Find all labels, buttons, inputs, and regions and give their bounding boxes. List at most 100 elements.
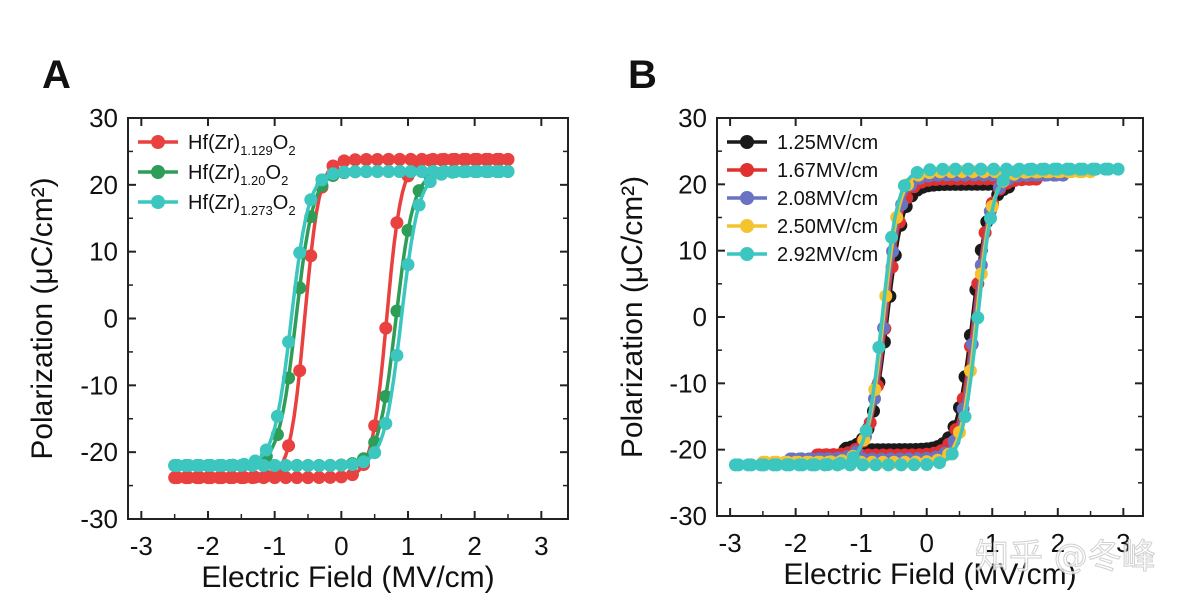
y-tick-label: -30 (669, 501, 707, 531)
panel-label: A (42, 53, 71, 97)
legend-label: Hf(Zr)1.20O2 (188, 162, 288, 188)
data-point (248, 470, 262, 484)
y-tick-label: -30 (80, 504, 118, 534)
x-axis-title: Electric Field (MV/cm) (201, 561, 494, 594)
legend-label-base: Hf(Zr) (188, 132, 240, 154)
data-point (315, 173, 329, 187)
data-point (415, 165, 429, 178)
data-point (757, 458, 771, 472)
data-point (390, 216, 404, 230)
data-point (357, 455, 371, 469)
data-point (859, 424, 873, 438)
data-point (984, 211, 997, 225)
x-tick-label: 1 (401, 531, 415, 561)
legend-label: 2.92MV/cm (777, 244, 878, 266)
y-tick-label: 20 (89, 170, 118, 200)
data-point (869, 458, 883, 472)
data-point (301, 459, 315, 472)
x-tick-label: 3 (1116, 528, 1130, 558)
legend-label: 2.50MV/cm (777, 216, 878, 238)
x-tick-label: -3 (719, 528, 742, 558)
series-3 (783, 168, 1070, 466)
series-line (174, 169, 508, 468)
data-point (382, 165, 396, 178)
y-tick-label: -20 (80, 437, 118, 467)
legend-item: 1.67MV/cm (727, 160, 878, 182)
data-point (293, 246, 307, 260)
plot-area (168, 152, 515, 485)
data-point (370, 153, 384, 166)
data-point (279, 471, 293, 485)
data-point (885, 230, 899, 244)
data-point (987, 162, 1001, 176)
y-tick-label: 0 (104, 304, 118, 334)
data-point (923, 163, 937, 177)
data-point (268, 459, 282, 472)
data-point (1000, 162, 1013, 176)
legend-marker (740, 219, 754, 233)
data-point (948, 162, 962, 176)
data-point (326, 167, 340, 181)
data-point (412, 198, 426, 212)
x-tick-label: 2 (1051, 528, 1065, 558)
series-4 (756, 165, 1098, 469)
y-tick-label: 10 (678, 236, 707, 266)
data-point (312, 459, 326, 472)
data-point (293, 364, 307, 378)
data-point (393, 152, 407, 166)
data-point (770, 458, 784, 472)
legend-label-base: Hf(Zr) (188, 162, 240, 184)
y-axis-title: Polarization (μC/cm²) (616, 176, 649, 458)
x-tick-label: -3 (130, 531, 153, 561)
data-point (1012, 162, 1026, 176)
x-tick-label: 0 (334, 531, 348, 561)
y-tick-label: -10 (80, 370, 118, 400)
data-point (437, 152, 451, 166)
legend-marker (740, 191, 754, 205)
series-3 (168, 165, 515, 472)
legend-label-sub: 2 (288, 143, 295, 158)
data-point (359, 153, 373, 166)
data-point (448, 165, 462, 178)
data-point (304, 249, 318, 263)
x-tick-label: -1 (263, 531, 286, 561)
y-tick-label: 30 (678, 103, 707, 133)
legend-label: 1.67MV/cm (777, 160, 878, 182)
data-point (459, 165, 473, 178)
data-point (323, 459, 337, 472)
data-point (334, 458, 348, 472)
data-point (1051, 162, 1064, 176)
data-point (359, 165, 373, 178)
data-point (1102, 162, 1115, 176)
x-tick-label: 3 (534, 531, 548, 561)
legend-label-base: Hf(Zr) (188, 192, 240, 214)
data-point (370, 165, 384, 178)
data-point (744, 458, 758, 472)
data-point (404, 152, 418, 166)
data-point (170, 471, 184, 485)
legend-marker (740, 247, 754, 261)
data-point (312, 471, 326, 484)
data-point (237, 457, 251, 471)
data-point (945, 447, 959, 461)
legend-label-mid: O (273, 192, 289, 214)
data-point (337, 154, 351, 168)
data-point (334, 470, 348, 484)
legend-item: 1.25MV/cm (727, 132, 878, 154)
data-point (259, 469, 273, 483)
series-line (174, 169, 508, 468)
data-point (1038, 162, 1052, 176)
data-point (182, 471, 196, 485)
data-point (1025, 162, 1039, 176)
legend-marker (151, 195, 165, 209)
y-tick-label: 0 (693, 302, 707, 332)
data-point (401, 258, 415, 272)
data-point (226, 471, 240, 484)
data-point (345, 458, 359, 471)
legend-label-mid: O (273, 132, 289, 154)
data-point (345, 468, 359, 482)
data-point (204, 459, 218, 472)
data-point (279, 459, 293, 472)
legend-label: 1.25MV/cm (777, 132, 878, 154)
legend-label: Hf(Zr)1.129O2 (188, 132, 296, 158)
